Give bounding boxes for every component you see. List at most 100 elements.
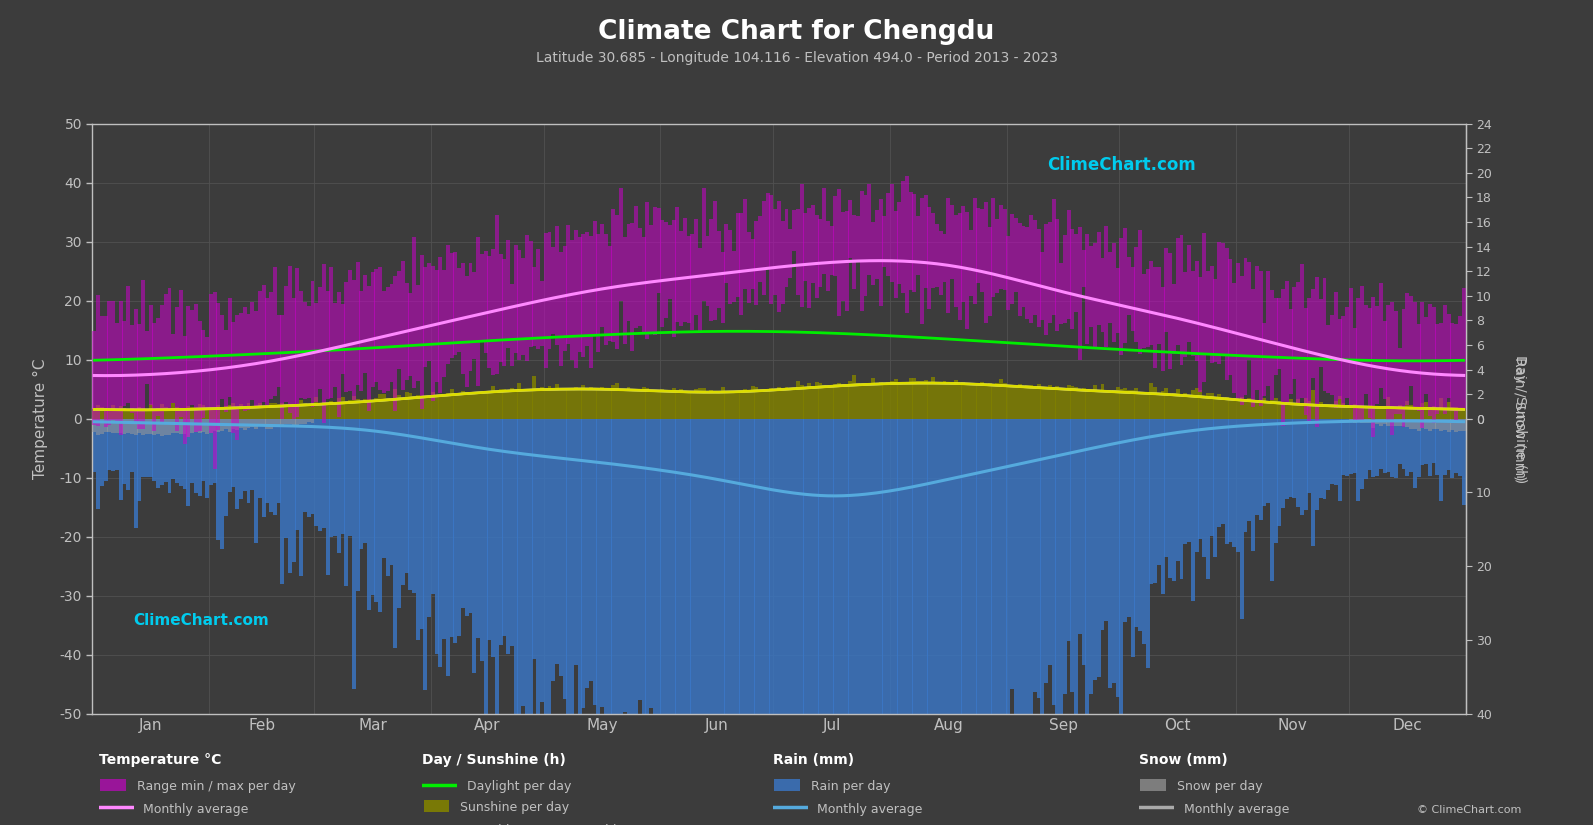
Bar [1037,419,1040,698]
Bar [303,419,307,512]
Bar [1134,247,1139,342]
Bar [416,395,421,419]
Bar [1462,288,1466,409]
Bar [667,225,672,299]
Bar [363,419,366,543]
Bar [648,419,653,708]
Bar [366,399,371,419]
Bar [1244,399,1247,419]
Bar [258,403,261,419]
Bar [225,419,228,516]
Bar [883,419,886,714]
Bar [645,419,650,714]
Bar [1233,419,1236,547]
Bar [419,396,424,419]
Bar [253,419,258,429]
Bar [299,419,303,424]
Bar [728,392,733,419]
Bar [879,199,883,306]
Bar [430,266,435,402]
Bar [371,399,374,419]
Bar [484,252,487,353]
Bar [1286,419,1289,499]
Bar [1137,392,1142,419]
Bar [908,191,913,290]
Bar [1413,408,1416,419]
Bar [1402,419,1405,427]
Bar [430,419,435,594]
Bar [1209,419,1214,536]
Bar [957,384,962,419]
Bar [1356,419,1360,422]
Bar [1438,419,1443,431]
Bar [1416,324,1421,412]
Bar [131,419,134,472]
Bar [137,324,142,429]
Bar [408,294,413,375]
Bar [709,219,714,321]
Bar [454,252,457,356]
Bar [581,385,585,419]
Bar [1090,390,1093,419]
Bar [183,336,186,445]
Bar [1375,419,1380,476]
Bar [1458,315,1462,411]
Bar [1236,419,1239,553]
Bar [1109,252,1112,323]
Bar [1278,401,1281,419]
Bar [386,419,390,576]
Bar [573,387,578,419]
Bar [1462,408,1466,419]
Bar [690,233,695,330]
Bar [1244,257,1247,395]
Bar [1333,292,1338,408]
Bar [744,419,747,714]
Bar [96,406,100,419]
Bar [1131,419,1134,658]
Bar [1187,395,1192,419]
Bar [969,383,973,419]
Bar [413,396,416,419]
Bar [1341,403,1344,419]
Bar [378,394,382,419]
Bar [1195,419,1198,552]
Bar [349,419,352,536]
Bar [789,388,792,419]
Bar [1438,323,1443,408]
Bar [532,419,537,659]
Bar [871,379,875,419]
Y-axis label: Rain / Snow (mm): Rain / Snow (mm) [1513,357,1526,480]
Bar [201,419,205,431]
Bar [115,408,119,419]
Text: Temperature °C: Temperature °C [99,753,221,767]
Bar [1413,419,1416,429]
Bar [1239,276,1244,405]
Bar [438,419,443,667]
Bar [562,246,567,351]
Bar [744,199,747,289]
Bar [484,419,487,714]
Bar [1368,419,1372,423]
Bar [236,407,239,419]
Bar [1421,302,1424,428]
Bar [687,419,691,714]
Bar [554,419,559,664]
Bar [675,206,679,323]
Bar [932,419,935,714]
Bar [1360,419,1364,488]
Bar [1303,308,1308,415]
Bar [1059,263,1063,323]
Bar [601,419,604,707]
Bar [1402,419,1405,469]
Bar [653,390,656,419]
Bar [1101,258,1104,332]
Bar [518,419,521,714]
Bar [1179,395,1184,419]
Bar [484,390,487,419]
Bar [1458,419,1462,431]
Bar [1394,419,1399,426]
Bar [352,280,355,399]
Bar [1134,389,1139,419]
Bar [1394,407,1399,419]
Bar [1432,419,1435,463]
